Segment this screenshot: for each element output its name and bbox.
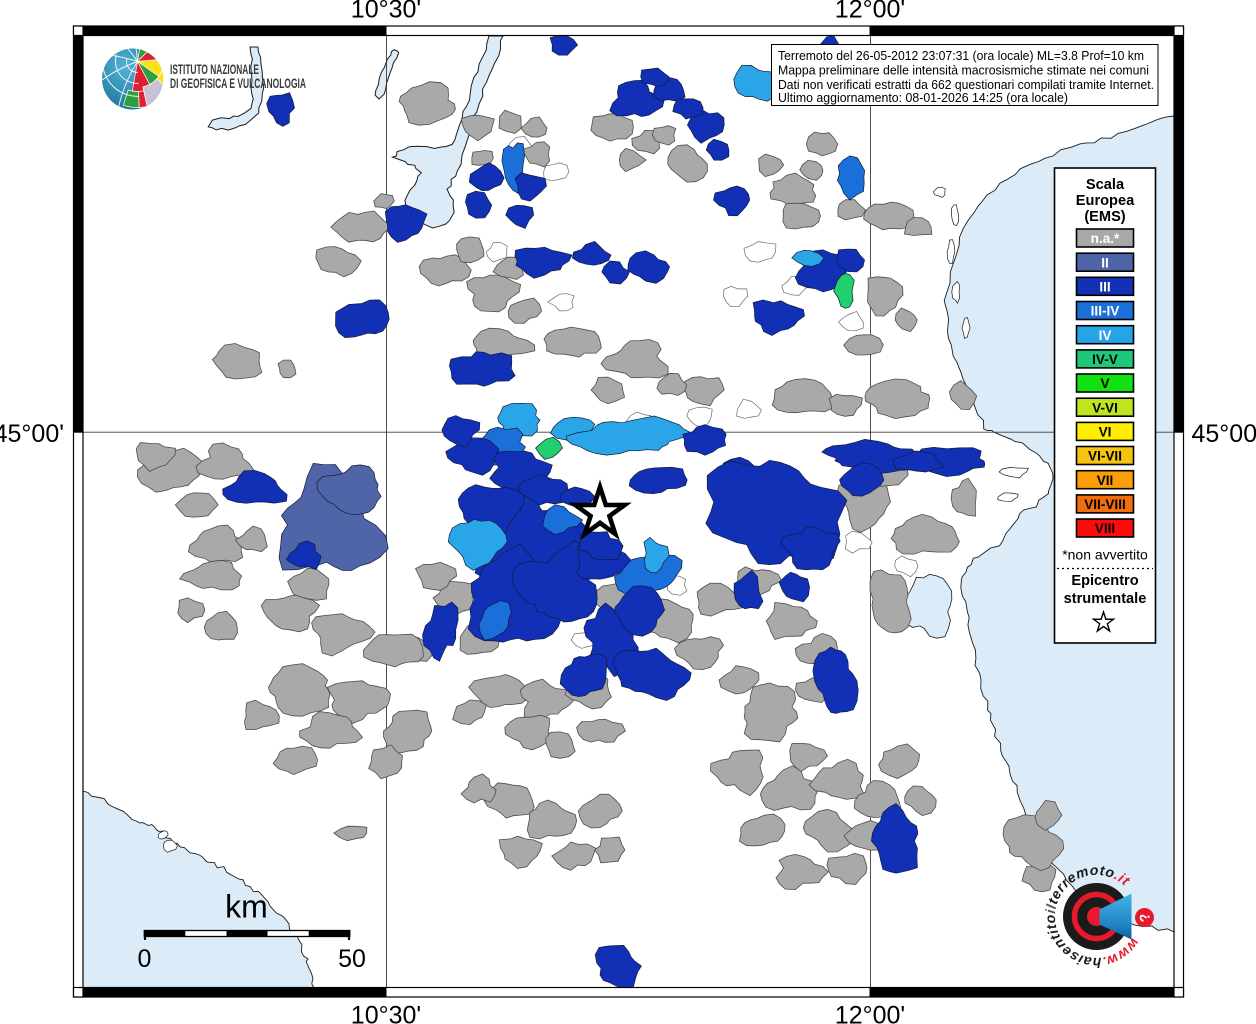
svg-text:Terremoto del 26-05-2012 23:07: Terremoto del 26-05-2012 23:07:31 (ora l… [778, 48, 1144, 63]
svg-text:Dati non verificati estratti d: Dati non verificati estratti da 662 ques… [778, 77, 1154, 92]
svg-text:Scala: Scala [1086, 177, 1125, 193]
svg-text:(EMS): (EMS) [1084, 209, 1125, 225]
svg-text:10°30': 10°30' [351, 0, 421, 24]
svg-text:?: ? [1136, 911, 1154, 923]
svg-text:DI GEOFISICA E VULCANOLOGIA: DI GEOFISICA E VULCANOLOGIA [170, 76, 306, 91]
svg-text:Ultimo aggiornamento: 08-01-20: Ultimo aggiornamento: 08-01-2026 14:25 (… [778, 90, 1068, 105]
svg-text:10°30': 10°30' [351, 1002, 421, 1024]
svg-text:50: 50 [338, 945, 366, 973]
svg-text:III-IV: III-IV [1091, 304, 1120, 319]
svg-text:n.a.*: n.a.* [1091, 231, 1120, 246]
svg-text:VIII: VIII [1095, 521, 1115, 536]
svg-text:V-VI: V-VI [1092, 400, 1118, 415]
svg-text:VII: VII [1097, 473, 1114, 488]
svg-text:strumentale: strumentale [1064, 591, 1147, 607]
svg-text:Epicentro: Epicentro [1071, 573, 1138, 589]
svg-text:12°00': 12°00' [835, 0, 905, 24]
svg-text:ISTITUTO NAZIONALE: ISTITUTO NAZIONALE [170, 62, 259, 77]
svg-text:Europea: Europea [1076, 193, 1135, 209]
svg-text:IV: IV [1099, 328, 1112, 343]
svg-text:III: III [1099, 280, 1110, 295]
svg-text:45°00': 45°00' [1192, 420, 1256, 448]
svg-text:VI: VI [1099, 425, 1112, 440]
svg-text:II: II [1101, 255, 1109, 270]
svg-text:V: V [1100, 376, 1109, 391]
svg-text:0: 0 [138, 945, 152, 973]
svg-text:km: km [225, 889, 268, 925]
svg-text:VI-VII: VI-VII [1088, 449, 1122, 464]
svg-text:IV-V: IV-V [1092, 352, 1118, 367]
svg-text:12°00': 12°00' [835, 1002, 905, 1024]
svg-text:VII-VIII: VII-VIII [1084, 497, 1126, 512]
svg-text:45°00': 45°00' [0, 420, 64, 448]
svg-text:Mappa preliminare delle intens: Mappa preliminare delle intensità macros… [778, 63, 1149, 78]
svg-text:*non avvertito: *non avvertito [1062, 547, 1148, 563]
